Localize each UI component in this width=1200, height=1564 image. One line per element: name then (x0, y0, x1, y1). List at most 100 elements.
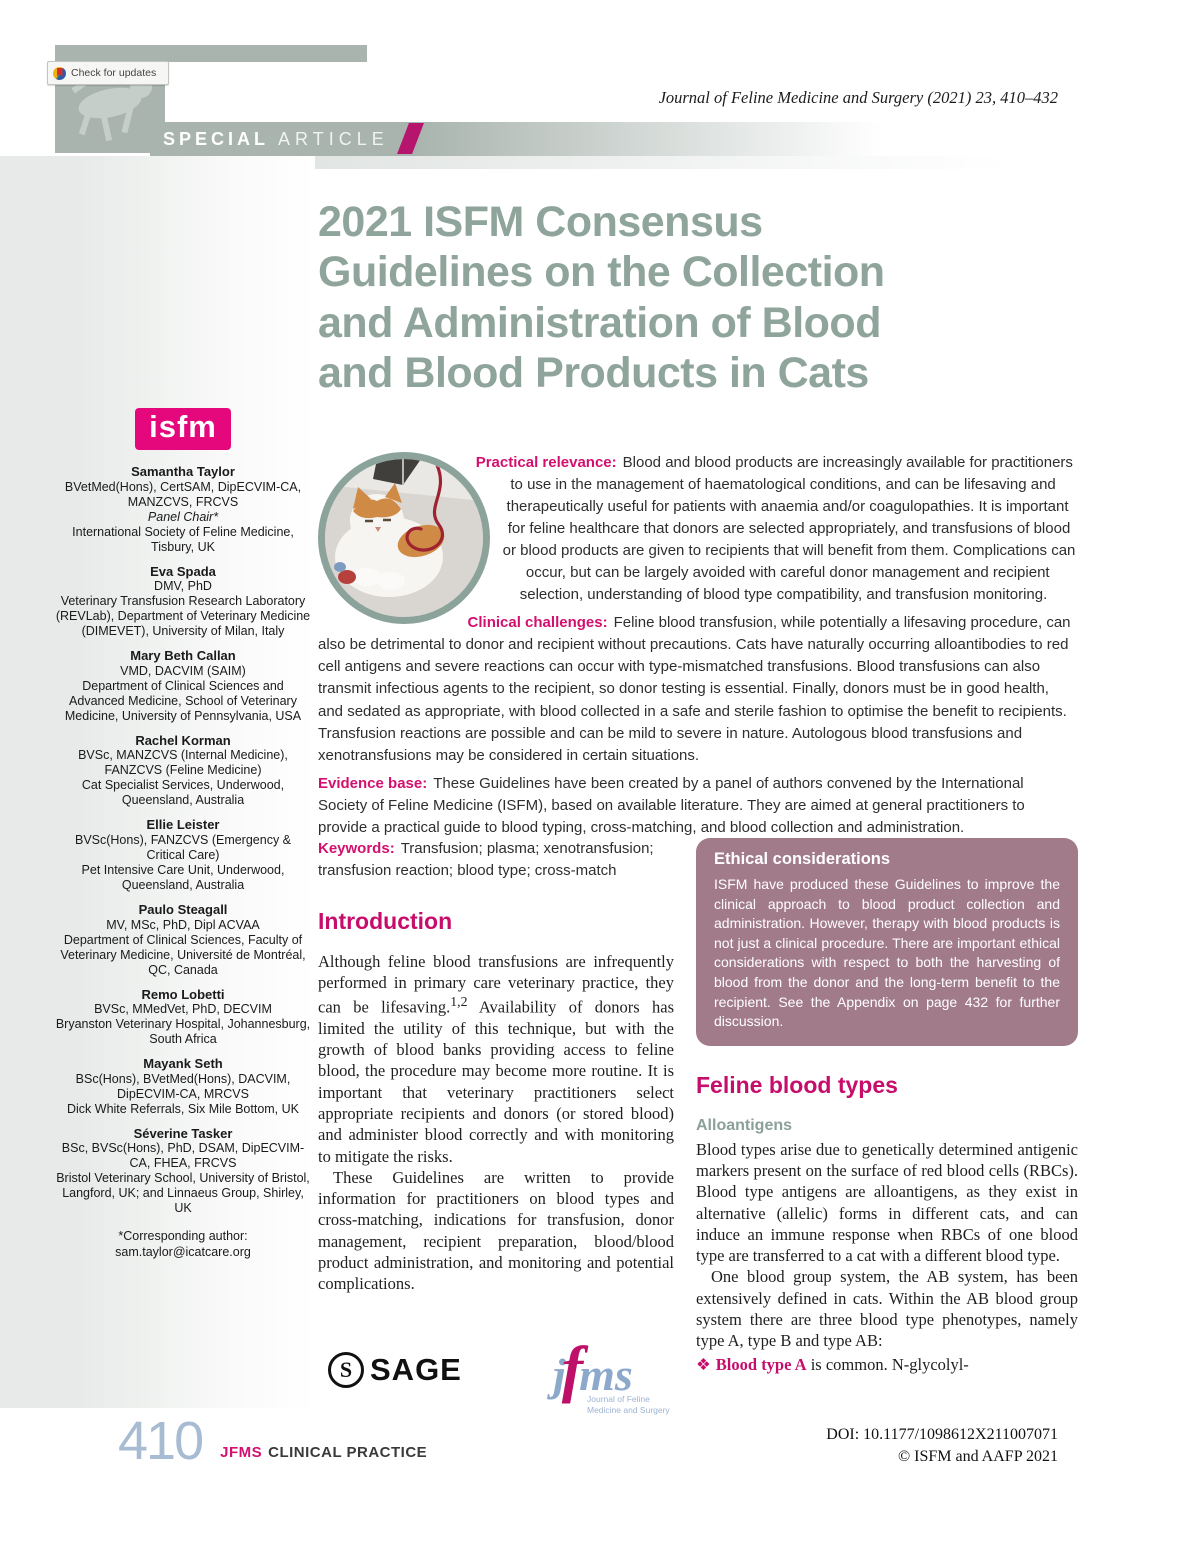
practical-relevance-paragraph: Practical relevance: Blood and blood prod… (318, 452, 1076, 606)
evidence-base-label: Evidence base: (318, 774, 428, 792)
author-affiliation: International Society of Feline Medicine… (72, 524, 294, 554)
jfms-logo-caption: Journal of Feline Medicine and Surgery (587, 1394, 670, 1415)
author-affiliation: Bristol Veterinary School, University of… (56, 1171, 310, 1216)
author-entry: Séverine Tasker BSc, BVSc(Hons), PhD, DS… (55, 1126, 311, 1217)
author-affiliation: Department of Clinical Sciences, Faculty… (60, 932, 306, 977)
banner-shadow (118, 156, 1164, 169)
author-name: Samantha Taylor (131, 464, 235, 480)
author-affiliation: Pet Intensive Care Unit, Underwood, Quee… (81, 863, 285, 893)
author-entry: Samantha Taylor BVetMed(Hons), CertSAM, … (55, 464, 311, 555)
author-credentials: BSc, BVSc(Hons), PhD, DSAM, DipECVIM-CA,… (61, 1141, 305, 1171)
author-entry: Mary Beth Callan VMD, DACVIM (SAIM) Depa… (55, 648, 311, 724)
isfm-logo: isfm (135, 408, 231, 451)
keywords-label: Keywords: (318, 840, 395, 857)
author-entry: Paulo Steagall MV, MSc, PhD, Dipl ACVAA … (55, 902, 311, 978)
clinical-challenges-paragraph: Clinical challenges: Feline blood transfu… (318, 612, 1076, 766)
author-credentials: DMV, PhD (154, 579, 212, 594)
clinical-challenges-text: Feline blood transfusion, while potentia… (318, 614, 1071, 764)
author-affiliation: Dick White Referrals, Six Mile Bottom, U… (67, 1101, 299, 1116)
jfms-logo: jfms Journal of Feline Medicine and Surg… (553, 1332, 673, 1432)
introduction-paragraph-2: These Guidelines are written to provide … (318, 1167, 674, 1294)
special-article-banner: SPECIAL ARTICLE (150, 122, 1090, 156)
footer-journal-abbr: JFMS (220, 1444, 263, 1461)
citation-superscript[interactable]: 1,2 (450, 994, 468, 1010)
corresponding-email[interactable]: sam.taylor@icatcare.org (115, 1245, 251, 1260)
jfms-caption-line1: Journal of Feline (587, 1394, 650, 1404)
author-credentials: BSc(Hons), BVetMed(Hons), DACVIM, DipECV… (75, 1071, 291, 1101)
evidence-base-paragraph: Evidence base: These Guidelines have been… (318, 773, 1076, 839)
author-affiliation: Cat Specialist Services, Underwood, Quee… (81, 778, 285, 808)
body-columns: Keywords: Transfusion; plasma; xenotransf… (318, 838, 1078, 1375)
ethical-considerations-box: Ethical considerations ISFM have produce… (696, 838, 1078, 1046)
author-affiliation: Department of Clinical Sciences and Adva… (64, 678, 302, 723)
author-entry: Mayank Seth BSc(Hons), BVetMed(Hons), DA… (55, 1056, 311, 1117)
introduction-paragraph-1: Although feline blood transfusions are i… (318, 951, 674, 1167)
jfms-logo-f: f (561, 1333, 584, 1404)
author-name: Eva Spada (150, 563, 216, 579)
author-credentials: VMD, DACVIM (SAIM) (120, 663, 246, 678)
author-credentials: BVSc, MMedVet, PhD, DECVIM (94, 1002, 272, 1017)
author-sidebar: isfm Samantha Taylor BVetMed(Hons), Cert… (55, 408, 311, 1261)
author-name: Séverine Tasker (133, 1125, 233, 1141)
author-credentials: BVSc(Hons), FANZCVS (Emergency & Critica… (74, 833, 292, 863)
author-name: Remo Lobetti (141, 986, 225, 1002)
ethical-heading: Ethical considerations (714, 850, 891, 868)
author-credentials: BVSc, MANZCVS (Internal Medicine), FANZC… (78, 748, 288, 778)
right-column: Ethical considerations ISFM have produce… (696, 838, 1078, 1375)
author-entry: Rachel Korman BVSc, MANZCVS (Internal Me… (55, 733, 311, 809)
keywords-paragraph: Keywords: Transfusion; plasma; xenotransf… (318, 838, 674, 882)
blood-type-a-label: Blood type A (715, 1354, 807, 1374)
intro-p1-continued: Availability of donors has limited the u… (318, 997, 674, 1166)
ethical-body: ISFM have produced these Guidelines to i… (714, 876, 1060, 1030)
cat-photo-illustration (325, 459, 483, 617)
title-line: 2021 ISFM Consensus (318, 198, 763, 246)
cat-photo (318, 452, 490, 624)
article-title: 2021 ISFM Consensus Guidelines on the Co… (318, 197, 1018, 398)
banner-slash (397, 123, 424, 154)
author-entry: Eva Spada DMV, PhD Veterinary Transfusio… (55, 564, 311, 640)
banner-word-article: ARTICLE (278, 128, 389, 149)
author-list: Samantha Taylor BVetMed(Hons), CertSAM, … (55, 464, 311, 1216)
abstract-section: Practical relevance: Blood and blood prod… (318, 452, 1076, 845)
author-entry: Ellie Leister BVSc(Hons), FANZCVS (Emerg… (55, 817, 311, 893)
author-name: Mary Beth Callan (130, 648, 236, 664)
title-line: and Blood Products in Cats (318, 348, 869, 397)
left-column: Keywords: Transfusion; plasma; xenotransf… (318, 838, 674, 1375)
check-for-updates-label: Check for updates (71, 67, 157, 79)
footer-right: DOI: 10.1177/1098612X211007071 © ISFM an… (826, 1424, 1058, 1467)
crossmark-icon (53, 66, 66, 80)
diamond-bullet-icon: ❖ (696, 1354, 711, 1374)
practical-relevance-label: Practical relevance: (475, 454, 617, 471)
banner-word-special: SPECIAL (163, 128, 270, 149)
intro-p1-text: Although feline blood transfusions are i… (318, 951, 674, 1017)
blood-types-paragraph-1: Blood types arise due to genetically det… (696, 1139, 1078, 1266)
journal-reference: Journal of Feline Medicine and Surgery (… (658, 88, 1058, 107)
copyright-line: © ISFM and AAFP 2021 (897, 1447, 1058, 1465)
author-name: Mayank Seth (143, 1056, 223, 1072)
blood-types-paragraph-2: One blood group system, the AB system, h… (696, 1267, 1078, 1351)
alloantigens-subheading: Alloantigens (696, 1116, 793, 1134)
title-line: Guidelines on the Collection (318, 248, 885, 297)
blood-type-a-text: is common. N-glycolyl- (806, 1354, 969, 1374)
footer-left: 410 JFMS CLINICAL PRACTICE (118, 1414, 427, 1468)
corresponding-label: *Corresponding author: (118, 1229, 248, 1244)
feline-blood-types-heading: Feline blood types (696, 1071, 898, 1098)
sage-logotype: SAGE (370, 1352, 462, 1387)
jfms-logo-j: j (553, 1349, 566, 1400)
keywords-text: Transfusion; plasma; xenotransfusion; tr… (318, 840, 654, 879)
author-entry: Remo Lobetti BVSc, MMedVet, PhD, DECVIM … (55, 987, 311, 1048)
author-affiliation: Bryanston Veterinary Hospital, Johannesb… (55, 1017, 311, 1047)
jfms-logo-ms: ms (579, 1349, 633, 1400)
practical-relevance-text: Blood and blood products are increasingl… (502, 454, 1076, 604)
corresponding-author: *Corresponding author: sam.taylor@icatca… (55, 1229, 311, 1260)
sidebar-background (0, 156, 315, 1408)
author-name: Rachel Korman (135, 732, 231, 748)
author-credentials: BVetMed(Hons), CertSAM, DipECVIM-CA, MAN… (64, 479, 302, 509)
blood-type-a-bullet: ❖ Blood type A is common. N-glycolyl- (696, 1354, 1078, 1375)
check-for-updates-badge[interactable]: Check for updates (47, 61, 169, 85)
sage-s-icon: S (328, 1352, 364, 1388)
doi-line: DOI: 10.1177/1098612X211007071 (826, 1426, 1058, 1443)
author-credentials: MV, MSc, PhD, Dipl ACVAA (106, 917, 260, 932)
sage-logo: S SAGE (328, 1352, 462, 1388)
author-name: Ellie Leister (146, 817, 220, 833)
